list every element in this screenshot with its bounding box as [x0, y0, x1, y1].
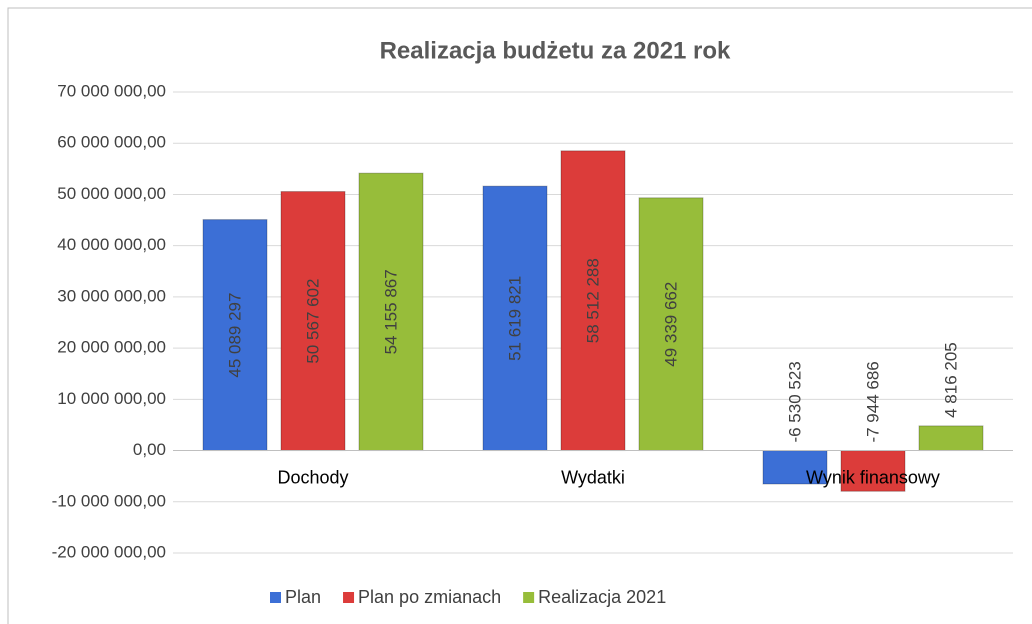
y-tick-label: -10 000 000,00 [52, 491, 166, 510]
bar [918, 425, 984, 452]
y-tick-label: 40 000 000,00 [57, 235, 166, 254]
bar [280, 191, 346, 452]
legend-swatch [523, 592, 535, 603]
x-tick-label: Dochody [277, 467, 348, 487]
data-label: 50 567 602 [303, 278, 322, 363]
data-label: 51 619 821 [505, 276, 524, 361]
y-tick-label: 0,00 [133, 440, 166, 459]
bar [482, 185, 548, 452]
data-label: 45 089 297 [225, 293, 244, 378]
x-tick-label: Wydatki [561, 467, 625, 487]
bar [638, 197, 704, 452]
legend-swatch [270, 592, 281, 603]
bar [202, 219, 268, 452]
data-label: -7 944 686 [863, 361, 882, 442]
legend-swatch [343, 592, 355, 603]
data-label: 54 155 867 [381, 269, 400, 354]
y-tick-label: 70 000 000,00 [57, 81, 166, 100]
bar [560, 150, 626, 452]
y-tick-label: 10 000 000,00 [57, 389, 166, 408]
legend-label: Plan [285, 587, 321, 607]
data-label: 4 816 205 [941, 342, 960, 418]
legend-label: Plan po zmianach [358, 587, 501, 607]
legend-label: Realizacja 2021 [538, 587, 666, 607]
y-tick-label: 30 000 000,00 [57, 286, 166, 305]
y-tick-label: -20 000 000,00 [52, 542, 166, 561]
y-tick-label: 60 000 000,00 [57, 133, 166, 152]
data-label: -6 530 523 [785, 361, 804, 442]
y-tick-label: 20 000 000,00 [57, 338, 166, 357]
data-label: 49 339 662 [661, 282, 680, 367]
y-tick-label: 50 000 000,00 [57, 184, 166, 203]
chart-title: Realizacja budżetu za 2021 rok [380, 37, 731, 64]
bar [358, 172, 424, 452]
x-tick-label: Wynik finansowy [806, 467, 940, 487]
bar [840, 450, 906, 492]
data-label: 58 512 288 [583, 258, 602, 343]
